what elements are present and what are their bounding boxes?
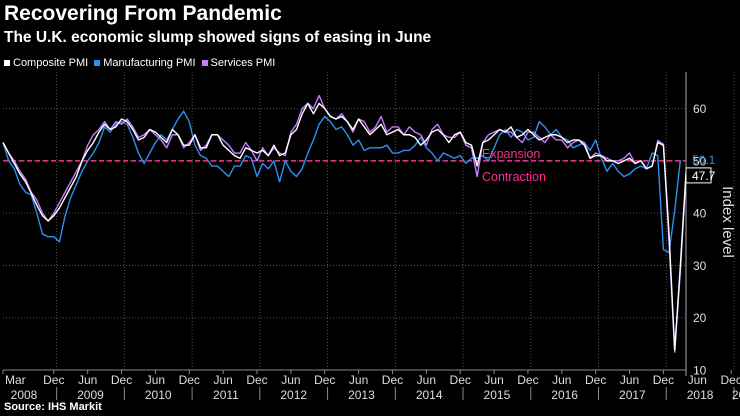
year-label-2016: 2016 (551, 388, 578, 402)
chart-subtitle: The U.K. economic slump showed signs of … (4, 29, 432, 46)
y-tick-label-60: 60 (693, 102, 707, 116)
legend-swatch-composite (4, 60, 10, 66)
contraction-label: Contraction (482, 170, 546, 184)
legend-swatch-manufacturing (94, 60, 101, 66)
year-label-2018: 2018 (687, 388, 714, 402)
year-label-2013: 2013 (348, 388, 375, 402)
x-tick-label-4: Jun (146, 373, 165, 387)
x-tick-label-11: Dec (382, 373, 403, 387)
y-tick-label-30: 30 (693, 259, 707, 273)
y-tick-label-40: 40 (693, 207, 707, 221)
series-line-composite (2, 102, 687, 351)
end-label-box-composite (685, 167, 712, 184)
x-tick-label-20: Jun (688, 373, 707, 387)
x-tick-label-21: Dec (720, 373, 740, 387)
year-label-2014: 2014 (416, 388, 443, 402)
year-label-2015: 2015 (484, 388, 511, 402)
legend-label-composite: Composite PMI (13, 57, 89, 69)
legend-item-manufacturing: Manufacturing PMI (94, 57, 196, 69)
year-label-2011: 2011 (213, 388, 239, 402)
x-tick-label-13: Dec (450, 373, 471, 387)
chart-title: Recovering From Pandemic (4, 2, 282, 25)
x-tick-label-6: Jun (213, 373, 232, 387)
x-tick-label-1: Dec (43, 373, 64, 387)
expansion-label: Expansion (482, 147, 540, 161)
source-note: Source: IHS Markit (4, 401, 102, 413)
end-label-composite: 47.7 (692, 169, 716, 183)
legend-swatch-services (201, 60, 208, 66)
x-tick-label-3: Dec (111, 373, 132, 387)
x-tick-label-7: Dec (246, 373, 267, 387)
y-tick-label-20: 20 (693, 311, 707, 325)
legend-item-composite: Composite PMI (4, 57, 88, 69)
series-line-services (2, 94, 687, 353)
series-line-manufacturing (2, 110, 682, 254)
legend-label-services: Services PMI (210, 57, 276, 69)
x-tick-label-15: Dec (517, 373, 538, 387)
year-label-2008: 2008 (11, 388, 38, 402)
x-tick-label-16: Jun (552, 373, 571, 387)
x-tick-label-9: Dec (314, 373, 335, 387)
x-tick-label-12: Jun (417, 373, 436, 387)
x-tick-label-17: Dec (585, 373, 606, 387)
x-tick-label-2: Jun (78, 373, 97, 387)
x-tick-label-14: Jun (484, 373, 503, 387)
x-tick-label-0: Mar (5, 373, 26, 387)
year-label-2020: 2020 (732, 388, 740, 402)
y-axis-title: Index level (719, 186, 736, 258)
y-tick-label-10: 10 (693, 364, 707, 378)
x-tick-label-10: Jun (349, 373, 368, 387)
y-tick-label-50: 50 (693, 154, 707, 168)
x-tick-label-5: Dec (179, 373, 200, 387)
x-tick-label-19: Dec (653, 373, 674, 387)
year-label-2009: 2009 (77, 388, 104, 402)
chart-legend: Composite PMI Manufacturing PMI Services… (4, 57, 275, 69)
legend-item-services: Services PMI (201, 57, 276, 69)
year-label-2010: 2010 (145, 388, 172, 402)
x-tick-label-18: Jun (620, 373, 639, 387)
end-label-manufacturing: 50.1 (692, 153, 716, 167)
legend-label-manufacturing: Manufacturing PMI (103, 57, 196, 69)
year-label-2012: 2012 (280, 388, 307, 402)
x-tick-label-8: Jun (281, 373, 300, 387)
year-label-2017: 2017 (619, 388, 646, 402)
